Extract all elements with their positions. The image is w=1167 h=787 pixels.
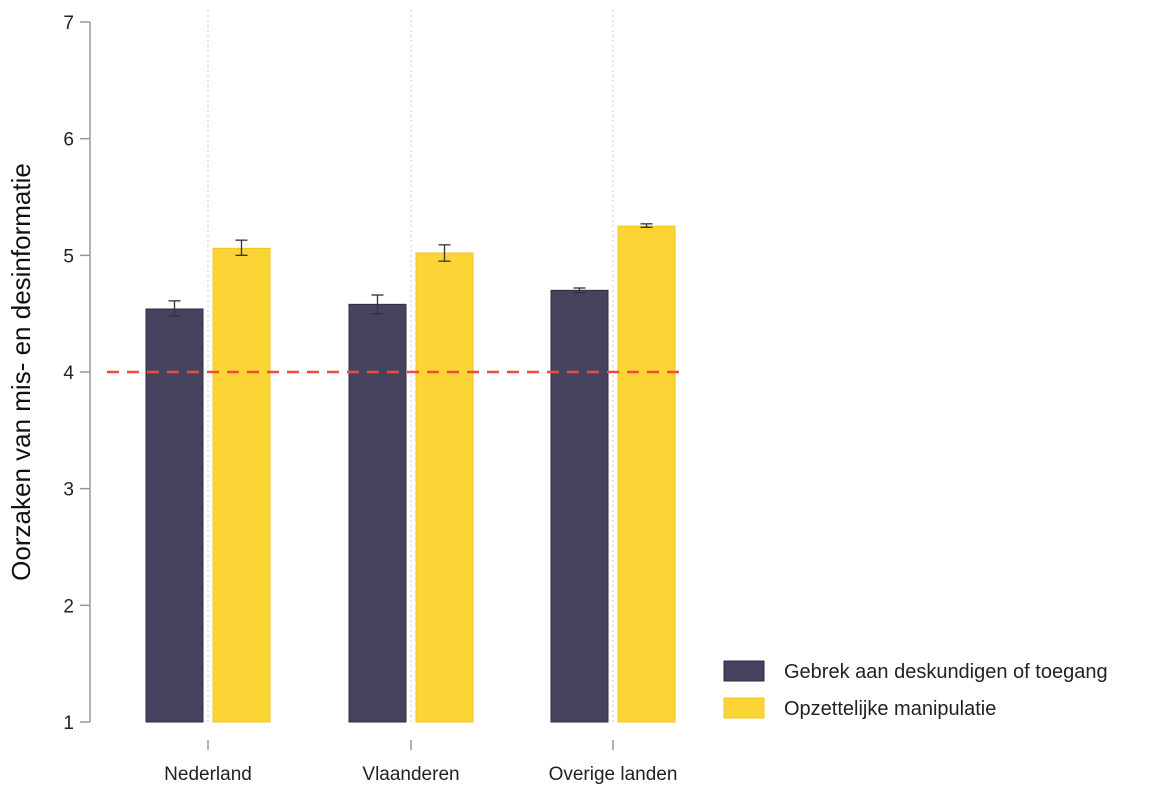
legend-label-1: Gebrek aan deskundigen of toegang	[784, 661, 1108, 683]
error-bar-series-1-2	[371, 294, 384, 315]
legend-label-2: Opzettelijke manipulatie	[784, 698, 996, 720]
error-bar-series-2-1	[235, 239, 248, 256]
error-bar-series-1-1	[168, 300, 181, 317]
x-tick-label-2: Vlaanderen	[362, 764, 459, 785]
y-tick-label-7: 7	[63, 13, 74, 34]
y-tick-label-2: 2	[63, 596, 74, 617]
bar-series-2-2	[415, 252, 474, 723]
bar-series-1-2	[348, 303, 407, 723]
legend: Gebrek aan deskundigen of toegang Opzette…	[723, 660, 1108, 720]
y-tick-label-5: 5	[63, 246, 74, 267]
legend-swatch-2	[723, 697, 765, 719]
y-axis-title: Oorzaken van mis- en desinformatie	[6, 163, 36, 581]
error-bars	[168, 223, 653, 317]
y-tick-label-3: 3	[63, 480, 74, 501]
bar-series-2-1	[212, 247, 271, 723]
error-bar-series-2-3	[640, 223, 653, 228]
bar-series-1-3	[550, 289, 609, 723]
axes: 1 2 3 4 5 6 7 Nederland Vlaanderen Overige landen	[63, 13, 677, 785]
y-tick-label-1: 1	[63, 713, 74, 734]
bar-series-2-3	[617, 225, 676, 723]
grid-lines	[207, 10, 614, 722]
bars	[145, 225, 676, 723]
bar-series-1-1	[145, 308, 204, 723]
y-tick-label-4: 4	[63, 363, 74, 384]
legend-swatch-1	[723, 660, 765, 682]
error-bar-series-1-3	[573, 287, 586, 294]
x-tick-label-1: Nederland	[164, 764, 252, 785]
error-bar-series-2-2	[438, 244, 451, 262]
y-tick-label-6: 6	[63, 130, 74, 151]
x-tick-label-3: Overige landen	[549, 764, 678, 785]
